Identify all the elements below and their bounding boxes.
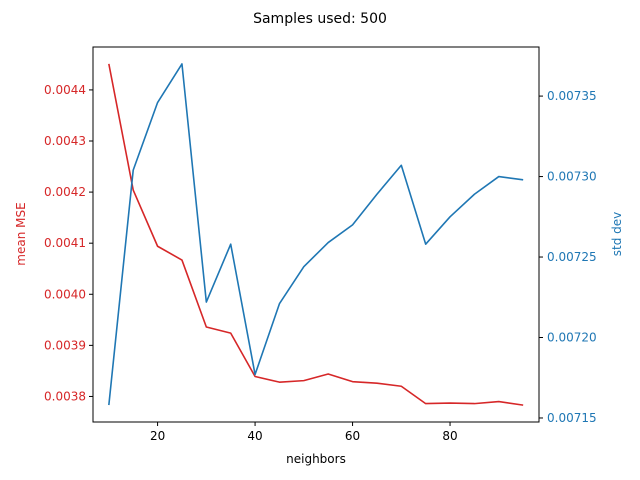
left-tick-label: 0.0044 (44, 83, 86, 97)
left-tick-label: 0.0040 (44, 287, 86, 301)
left-tick-label: 0.0042 (44, 185, 86, 199)
right-tick-label: 0.00735 (547, 89, 597, 103)
x-tick-label: 60 (345, 429, 360, 443)
x-axis-label: neighbors (286, 452, 346, 466)
right-tick-label: 0.00715 (547, 411, 597, 425)
std-dev-line (108, 63, 524, 406)
axes-layer: 20 40 60 80 0.0038 0.0039 0.0040 0.0041 0.0042 0.… (44, 83, 597, 443)
mean-mse-line (108, 63, 524, 406)
left-tick-label: 0.0043 (44, 134, 86, 148)
left-tick-label: 0.0038 (44, 389, 86, 403)
chart-title: Samples used: 500 (253, 11, 387, 27)
left-tick-label: 0.0041 (44, 236, 86, 250)
left-tick-label: 0.0039 (44, 338, 86, 352)
right-axis-label: std dev (610, 212, 624, 257)
plot-frame (92, 46, 540, 423)
x-tick-label: 40 (247, 429, 262, 443)
x-tick-label: 80 (442, 429, 457, 443)
x-tick-label: 20 (150, 429, 165, 443)
left-axis-label: mean MSE (14, 202, 28, 265)
right-tick-label: 0.00725 (547, 250, 597, 264)
right-tick-label: 0.00730 (547, 170, 597, 184)
right-tick-label: 0.00720 (547, 331, 597, 345)
series-layer (108, 63, 524, 406)
